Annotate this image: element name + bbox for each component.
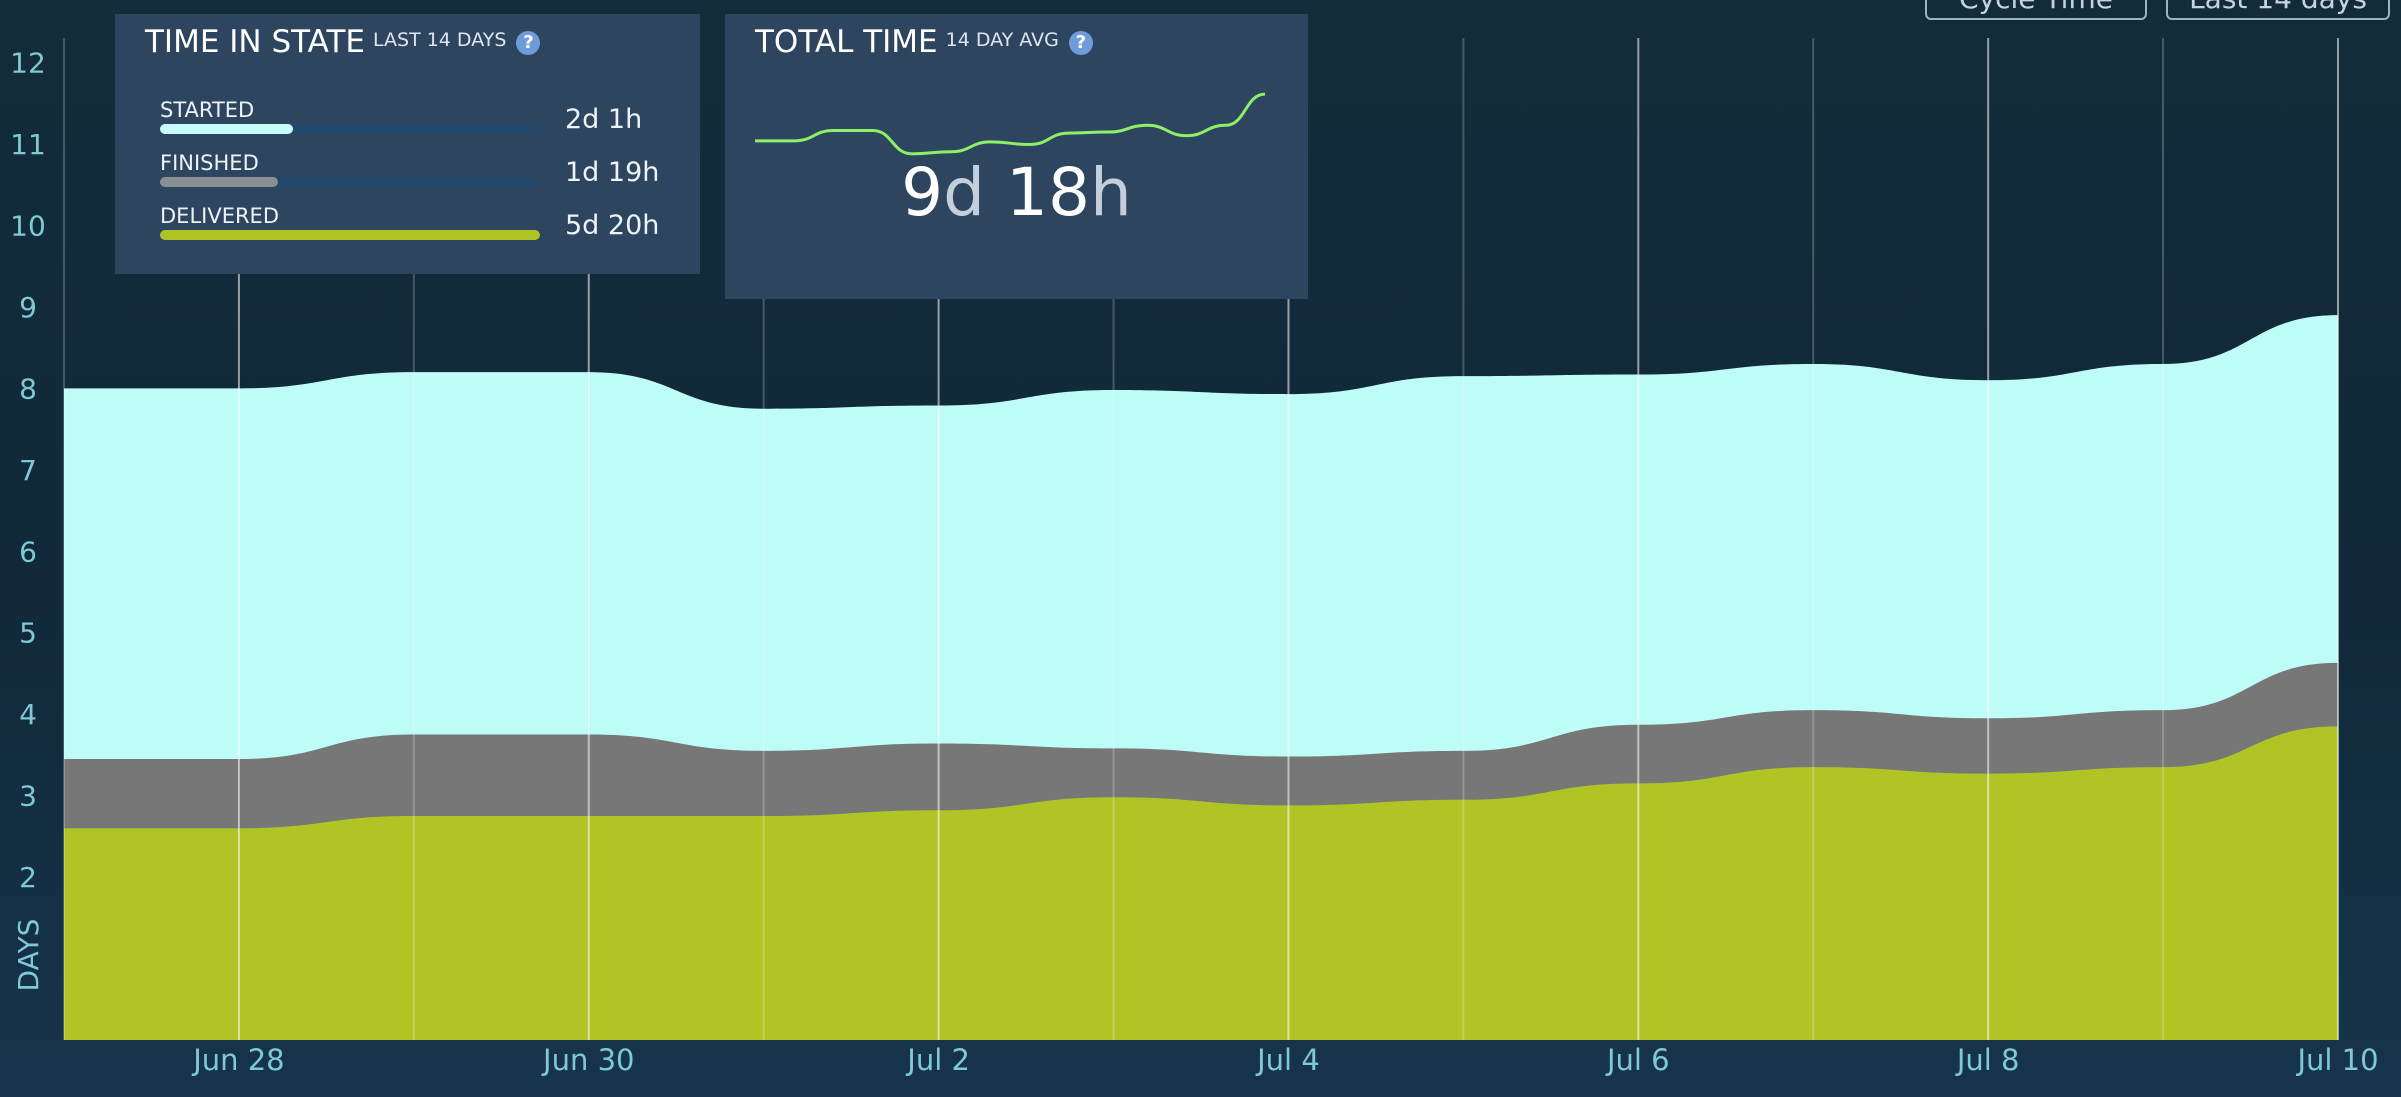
- total-time-heading: TOTAL TIME: [755, 24, 938, 60]
- total-days-unit: d: [943, 154, 986, 231]
- state-row-started: STARTED 2d 1h: [160, 98, 720, 142]
- state-row-finished: FINISHED 1d 19h: [160, 151, 720, 195]
- state-progress-fill: [160, 177, 278, 187]
- state-row-delivered: DELIVERED 5d 20h: [160, 204, 720, 248]
- sparkline-path: [755, 92, 1265, 156]
- total-time-value: 9d 18h: [725, 154, 1308, 231]
- state-value: 1d 19h: [565, 157, 660, 188]
- state-label: STARTED: [160, 98, 255, 122]
- total-time-panel: TOTAL TIME 14 DAY AVG? 9d 18h: [725, 14, 1308, 299]
- state-label: DELIVERED: [160, 204, 279, 228]
- y-axis-label: DAYS: [12, 919, 45, 992]
- x-tick-label: Jul 10: [2295, 1043, 2378, 1077]
- y-tick-label: 8: [19, 372, 37, 405]
- y-tick-label: 11: [10, 128, 46, 161]
- total-time-subtitle: 14 DAY AVG: [945, 29, 1059, 51]
- total-time-title: TOTAL TIME 14 DAY AVG?: [755, 24, 1093, 60]
- help-icon[interactable]: ?: [516, 31, 541, 55]
- area-delivered: [64, 726, 2338, 1040]
- y-tick-label: 2: [19, 861, 37, 894]
- x-tick-label: Jul 2: [905, 1043, 970, 1077]
- time-in-state-heading: TIME IN STATE: [145, 24, 365, 60]
- time-in-state-subtitle: LAST 14 DAYS: [372, 29, 507, 51]
- state-value: 5d 20h: [565, 210, 660, 241]
- help-icon[interactable]: ?: [1068, 31, 1093, 55]
- x-tick-label: Jul 4: [1255, 1043, 1320, 1077]
- y-tick-label: 3: [19, 780, 37, 813]
- y-tick-label: 6: [19, 535, 37, 568]
- state-progress-fill: [160, 230, 540, 240]
- state-label: FINISHED: [160, 151, 259, 175]
- x-tick-label: Jun 30: [541, 1043, 634, 1077]
- x-tick-label: Jun 28: [191, 1043, 284, 1077]
- time-in-state-panel: TIME IN STATE LAST 14 DAYS? STARTED 2d 1h…: [115, 14, 700, 274]
- y-tick-label: 5: [19, 617, 37, 650]
- x-tick-label: Jul 8: [1955, 1043, 2020, 1077]
- state-progress-fill: [160, 124, 293, 134]
- total-hours-unit: h: [1090, 154, 1132, 231]
- y-tick-label: 10: [10, 209, 46, 242]
- time-in-state-title: TIME IN STATE LAST 14 DAYS?: [145, 24, 541, 60]
- total-hours: 18: [1006, 154, 1091, 231]
- metric-dropdown-button[interactable]: Cycle Time: [1925, 0, 2147, 20]
- x-tick-label: Jul 6: [1605, 1043, 1670, 1077]
- state-progress-track: [160, 230, 540, 240]
- state-value: 2d 1h: [565, 104, 643, 135]
- state-progress-track: [160, 124, 540, 134]
- state-progress-track: [160, 177, 540, 187]
- y-tick-label: 9: [19, 291, 37, 324]
- y-tick-label: 4: [19, 698, 37, 731]
- y-tick-label: 12: [10, 47, 46, 80]
- y-tick-label: 7: [19, 454, 37, 487]
- date-range-dropdown-button[interactable]: Last 14 days: [2166, 0, 2390, 20]
- total-days: 9: [901, 154, 944, 231]
- total-time-sparkline: [755, 92, 1265, 156]
